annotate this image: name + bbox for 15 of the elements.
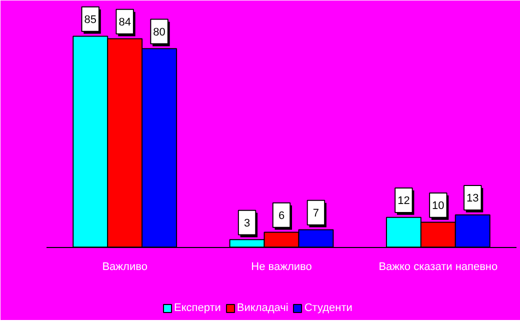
legend-label: Студенти (304, 302, 352, 314)
data-label: 6 (278, 210, 285, 222)
data-label: 80 (153, 26, 166, 39)
data-label: 84 (118, 16, 131, 29)
data-label: 3 (244, 218, 250, 230)
data-label: 10 (432, 200, 444, 212)
legend-label: Експерти (174, 302, 221, 314)
x-tick-label: Важливо (102, 261, 148, 274)
data-label: 85 (84, 14, 96, 26)
data-label: 7 (312, 208, 320, 220)
legend-label: Викладачі (236, 302, 288, 314)
x-tick-label: Не важливо (251, 261, 312, 274)
data-label: 12 (398, 195, 410, 208)
data-label: 13 (466, 192, 479, 205)
x-tick-label: Важко сказати напевно (378, 261, 498, 274)
